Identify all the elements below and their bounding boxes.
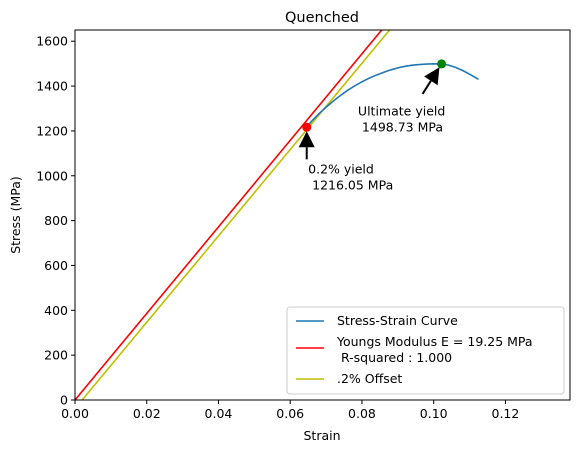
annotation-yield-line2: 1216.05 MPa	[312, 178, 393, 193]
legend-label-r-squared: R-squared : 1.000	[337, 350, 452, 365]
y-axis: 0 200 400 600 800 1000 1200 1400 1600	[36, 34, 75, 408]
annotation-ultimate: Ultimate yield 1498.73 MPa	[358, 103, 445, 134]
x-tick-label: 0.04	[205, 406, 233, 421]
x-axis: 0.00 0.02 0.04 0.06 0.08 0.10 0.12	[61, 400, 519, 421]
series-line-2	[81, 30, 391, 400]
x-tick-label: 0.08	[348, 406, 376, 421]
annotation-arrow-head	[424, 67, 440, 86]
annotation-yield-line1: 0.2% yield	[308, 162, 374, 177]
series-line-1	[75, 30, 383, 400]
annotation-arrow-head	[298, 131, 315, 148]
x-tick-label: 0.10	[420, 406, 448, 421]
series-layer	[75, 30, 479, 400]
y-tick-label: 200	[44, 348, 68, 363]
legend-label-youngs-modulus: Youngs Modulus E = 19.25 MPa	[336, 334, 533, 349]
annotation-arrow-shaft	[421, 80, 432, 95]
annotation-ultimate-line2: 1498.73 MPa	[362, 119, 443, 134]
points-layer	[302, 59, 447, 132]
y-tick-label: 800	[44, 213, 68, 228]
y-tick-label: 1000	[36, 168, 68, 183]
legend-box	[286, 306, 565, 395]
x-tick-label: 0.00	[61, 406, 89, 421]
x-tick-label: 0.06	[276, 406, 304, 421]
y-tick-label: 0	[60, 393, 68, 408]
y-tick-label: 1600	[36, 34, 68, 49]
y-axis-title: Stress (MPa)	[8, 176, 23, 254]
y-tick-label: 400	[44, 303, 68, 318]
legend-label-stress-strain: Stress-Strain Curve	[337, 313, 458, 328]
marker-ultimate	[437, 59, 447, 69]
legend-label-offset: .2% Offset	[337, 371, 402, 386]
annotation-layer: 0.2% yield 1216.05 MPa Ultimate yield 14…	[298, 67, 445, 193]
marker-yield	[302, 122, 312, 132]
series-line-0	[305, 63, 479, 128]
x-tick-label: 0.02	[133, 406, 161, 421]
annotation-ultimate-line1: Ultimate yield	[358, 103, 445, 118]
y-tick-label: 600	[44, 258, 68, 273]
x-axis-title: Strain	[303, 428, 340, 443]
annotation-yield: 0.2% yield 1216.05 MPa	[308, 162, 393, 193]
legend: Stress-Strain Curve Youngs Modulus E = 1…	[286, 306, 565, 395]
chart-title: Quenched	[285, 10, 359, 26]
y-tick-label: 1200	[36, 123, 68, 138]
x-tick-label: 0.12	[492, 406, 520, 421]
plot-frame	[74, 29, 571, 401]
y-tick-label: 1400	[36, 79, 68, 94]
